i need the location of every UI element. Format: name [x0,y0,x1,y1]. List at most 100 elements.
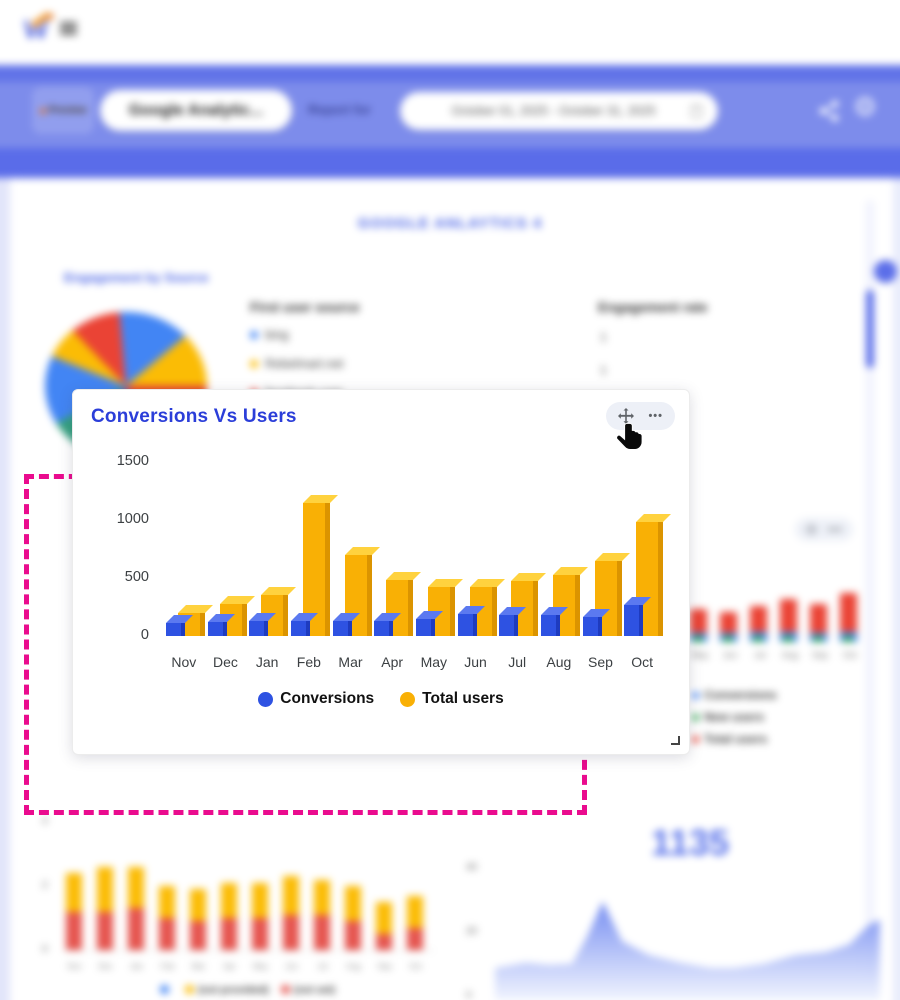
bar-not-provided [190,889,206,922]
legend-dot [185,985,194,994]
bar-not-provided [314,879,330,915]
bar-conversions [332,612,360,636]
bar-conversions [416,610,443,636]
x-axis-label: Feb [160,962,175,971]
legend-label: Total users [422,690,504,707]
x-axis-label: Aug [346,962,361,971]
bar-not-set [407,927,423,950]
x-axis-label: Mar [338,654,363,670]
bar-not-set [159,918,175,950]
settings-gear-icon[interactable]: ⚙ [853,92,878,122]
bar-not-provided [221,882,237,918]
scrollbar-track[interactable] [866,200,874,980]
bar-top-face [594,552,630,561]
x-axis-label: Oct [631,654,654,670]
bar-top-face [178,604,213,613]
engagement-rate-value: 1 [600,363,607,377]
x-axis-label: Apr [223,962,236,971]
background-stacked-chart [62,820,434,951]
bar-not-provided [376,902,392,934]
bar-conversions [499,607,527,636]
x-axis-label: Sep [377,962,392,971]
background-widget-controls[interactable]: ••• [795,518,853,541]
x-axis-label: May [420,654,448,670]
y-axis-label: 4 [42,816,48,827]
report-for-label: Report for [308,102,371,117]
move-icon[interactable] [805,523,818,536]
bar-top-face [261,587,297,596]
x-axis-label: Feb [296,654,321,670]
legend-dot [258,691,274,707]
x-axis-label: Jun [464,654,487,670]
bar-not-provided [66,873,82,912]
source-list-item: Rebelmart.net [250,357,344,371]
bar-top-face [428,579,463,588]
bar-not-provided [97,866,113,912]
bar-total-users [780,599,797,642]
x-axis-label: Nov [67,962,82,971]
x-axis-label: Aug [546,654,572,670]
y-axis-label: 1000 [116,511,149,527]
legend-item: (not set) [280,984,335,996]
page-margin-left [0,178,10,1000]
y-axis-label: 2 [42,880,48,891]
scrollbar-thumb[interactable] [866,290,874,368]
header-band-top [0,65,900,82]
legend-label: New users [704,710,765,724]
widget-title: Conversions Vs Users [91,406,297,427]
header-band-bottom [0,148,900,178]
bar-conversions [207,614,235,636]
bar-not-set [283,914,299,950]
bar-not-set [97,911,113,950]
total-users-value: 1135 [650,822,730,863]
source-color-dot [250,360,258,368]
top-app-bar: W [0,0,900,65]
bar-total-users [810,604,827,642]
stacked-chart-legend: (not provided) (not set) [60,984,435,996]
legend-label: (not provided) [198,984,269,996]
date-range-picker[interactable]: October 01, 2025 - October 31, 2025 [400,92,718,130]
hamburger-menu-icon[interactable] [60,22,77,35]
x-axis-label: Jul [508,654,527,670]
bar-top-face [469,579,505,588]
y-axis-label: 1500 [116,453,149,469]
move-icon[interactable] [618,408,635,424]
share-icon[interactable] [817,99,841,123]
x-axis-label: Oct [842,650,857,660]
bar-top-face [553,566,588,575]
bar-not-set [345,921,361,950]
date-range-value: October 01, 2025 - October 31, 2025 [451,104,656,118]
bar-not-set [221,918,237,950]
cursor-hand-icon [616,423,643,450]
app-logo[interactable]: W [24,10,57,44]
ellipsis-menu-icon[interactable]: ••• [648,410,663,422]
widget-controls: ••• [606,402,675,430]
bar-new-users [813,636,823,642]
bar-conversions [582,609,610,636]
y-axis-label: 0 [466,990,472,1000]
x-axis-label: Jul [317,962,328,971]
bar-not-set [128,908,144,950]
resize-handle[interactable] [671,736,680,745]
legend-item: Conversions [692,688,777,702]
preview-button[interactable]: Preview [33,88,93,133]
background-bar-chart [688,558,870,642]
bar-not-provided [345,886,361,922]
legend-dot [692,713,699,721]
conversions-vs-users-widget[interactable]: Conversions Vs Users ••• 0 500 1000 1500 No… [72,389,690,755]
bar-top-face [219,595,255,604]
ellipsis-menu-icon[interactable]: ••• [828,523,843,536]
x-axis-label: Jun [285,962,298,971]
report-title-input[interactable]: Google Analytic... [100,90,292,131]
x-axis-label: Aug [781,650,798,660]
bar-top-face [344,546,380,555]
floating-action-button[interactable] [874,260,897,283]
legend-item: (not provided) [185,984,269,996]
report-heading: GOOGLE ANLAYTICS 4 [357,215,543,232]
bar-chart-plot [163,462,672,636]
bar-not-provided [252,882,268,918]
bar-new-users [693,636,703,642]
bar-not-set [314,914,330,950]
bar-not-set [66,911,82,950]
